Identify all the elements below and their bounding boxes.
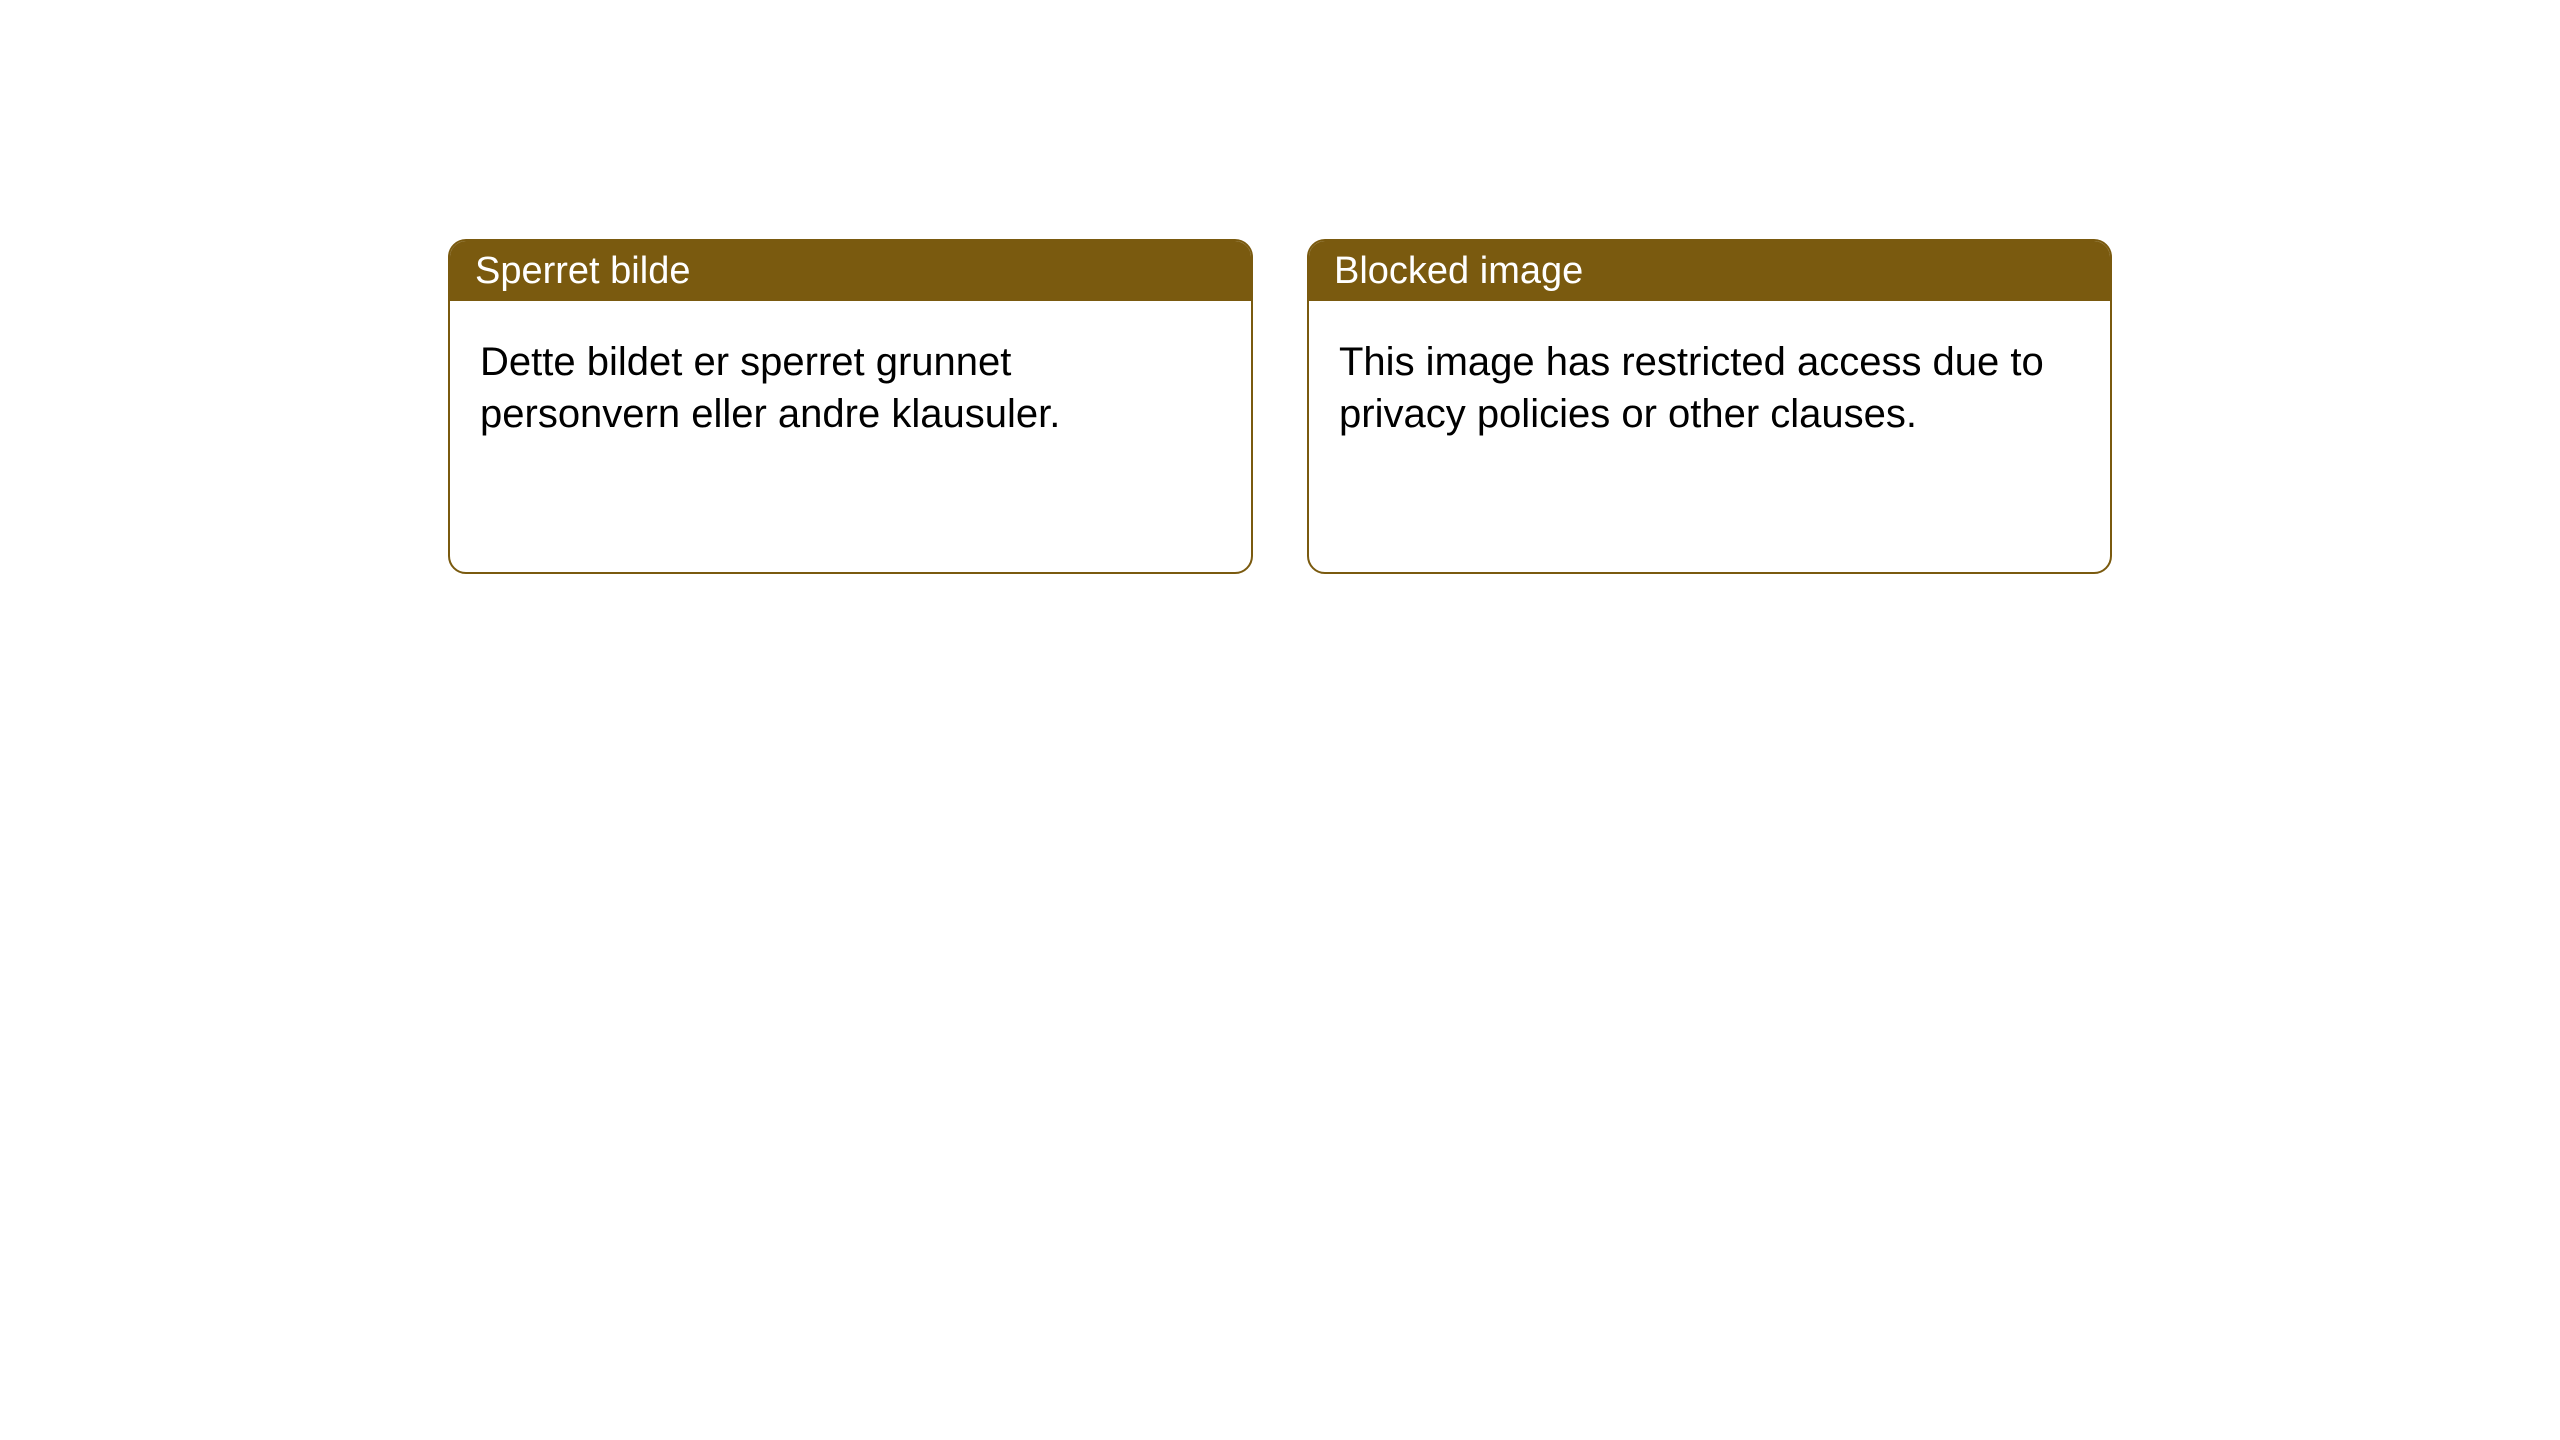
notice-body-norwegian: Dette bildet er sperret grunnet personve…: [450, 301, 1251, 475]
notice-header-english: Blocked image: [1309, 241, 2110, 301]
notice-card-norwegian: Sperret bilde Dette bildet er sperret gr…: [448, 239, 1253, 574]
notice-card-english: Blocked image This image has restricted …: [1307, 239, 2112, 574]
notice-container: Sperret bilde Dette bildet er sperret gr…: [448, 239, 2112, 574]
notice-body-english: This image has restricted access due to …: [1309, 301, 2110, 475]
notice-header-norwegian: Sperret bilde: [450, 241, 1251, 301]
